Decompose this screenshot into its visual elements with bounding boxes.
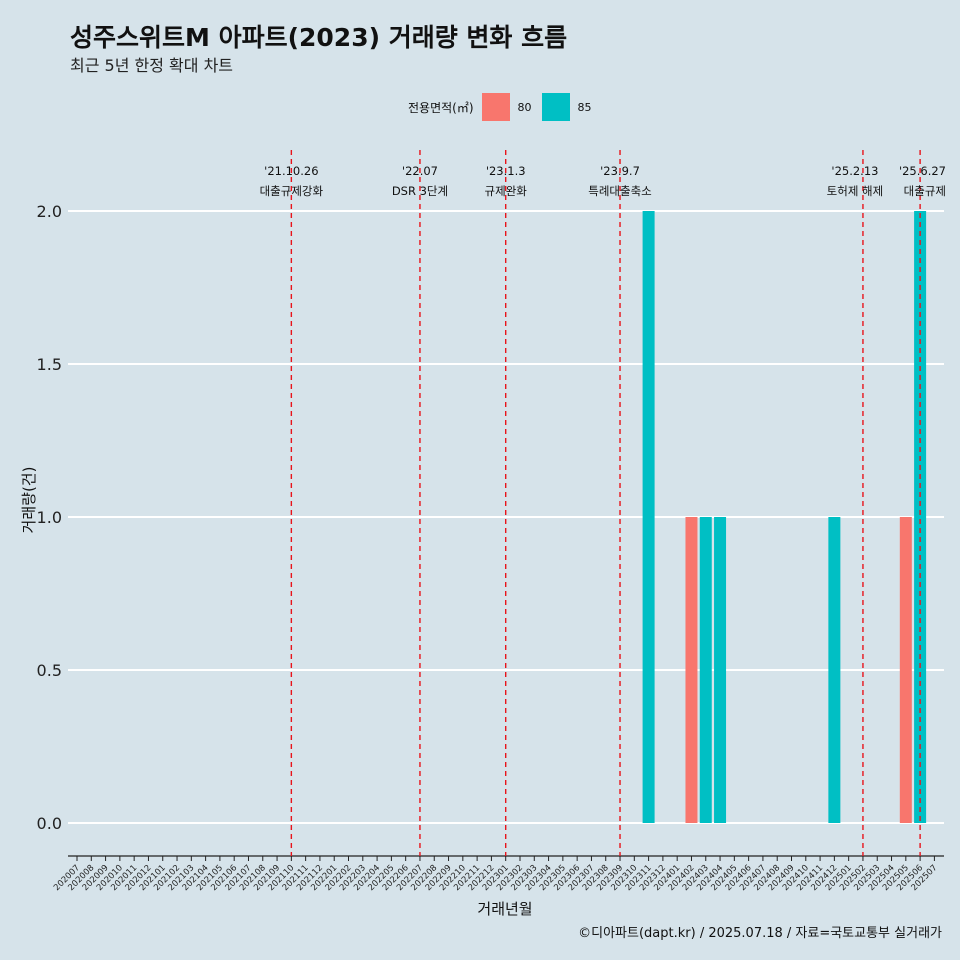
bar-202402-80 bbox=[685, 517, 698, 823]
chart-title: 성주스위트M 아파트(2023) 거래량 변화 흐름 bbox=[70, 23, 568, 52]
legend-item-80: 80 bbox=[481, 93, 542, 121]
policy-event-date: '25.6.27 bbox=[899, 164, 946, 178]
legend-title: 전용면적(㎡) bbox=[408, 100, 474, 115]
policy-event-label: DSR 3단계 bbox=[392, 184, 448, 198]
policy-event-label: 특례대출축소 bbox=[588, 184, 651, 198]
bar-202505-80 bbox=[899, 517, 912, 823]
legend-swatch-85 bbox=[541, 93, 570, 121]
bar-202506-85 bbox=[914, 211, 927, 823]
x-axis-title: 거래년월 bbox=[477, 900, 532, 918]
policy-event-date: '23.1.3 bbox=[486, 164, 526, 178]
y-tick-label: 0.5 bbox=[37, 661, 62, 680]
legend-item-85: 85 bbox=[541, 93, 602, 121]
policy-event-date: '22.07 bbox=[402, 164, 438, 178]
policy-event-date: '21.10.26 bbox=[264, 164, 318, 178]
y-tick-label: 1.0 bbox=[37, 508, 62, 527]
bar-202403-85 bbox=[699, 517, 712, 823]
legend-swatch-80 bbox=[481, 93, 510, 121]
policy-event-date: '23.9.7 bbox=[600, 164, 640, 178]
y-tick-label: 2.0 bbox=[37, 202, 62, 221]
bar-202404-85 bbox=[714, 517, 727, 823]
policy-event-label: 대출규제강화 bbox=[260, 184, 324, 198]
bar-202412-85 bbox=[828, 517, 841, 823]
source-caption: ©디아파트(dapt.kr) / 2025.07.18 / 자료=국토교통부 실… bbox=[578, 926, 942, 941]
chart-subtitle: 최근 5년 한정 확대 차트 bbox=[70, 56, 234, 75]
policy-event-label: 토허제 해제 bbox=[827, 184, 884, 198]
y-tick-label: 0.0 bbox=[37, 814, 62, 833]
policy-event-label: 대출규제 bbox=[904, 184, 946, 198]
legend-label-85: 85 bbox=[577, 100, 592, 114]
policy-event-date: '25.2.13 bbox=[831, 164, 878, 178]
y-tick-label: 1.5 bbox=[37, 355, 62, 374]
legend-label-80: 80 bbox=[517, 100, 532, 114]
policy-event-label: 규제완화 bbox=[485, 184, 528, 198]
legend: 전용면적(㎡) 80 85 bbox=[408, 93, 602, 121]
bar-202311-85 bbox=[642, 211, 655, 823]
y-axis-title: 거래량(건) bbox=[20, 467, 38, 534]
